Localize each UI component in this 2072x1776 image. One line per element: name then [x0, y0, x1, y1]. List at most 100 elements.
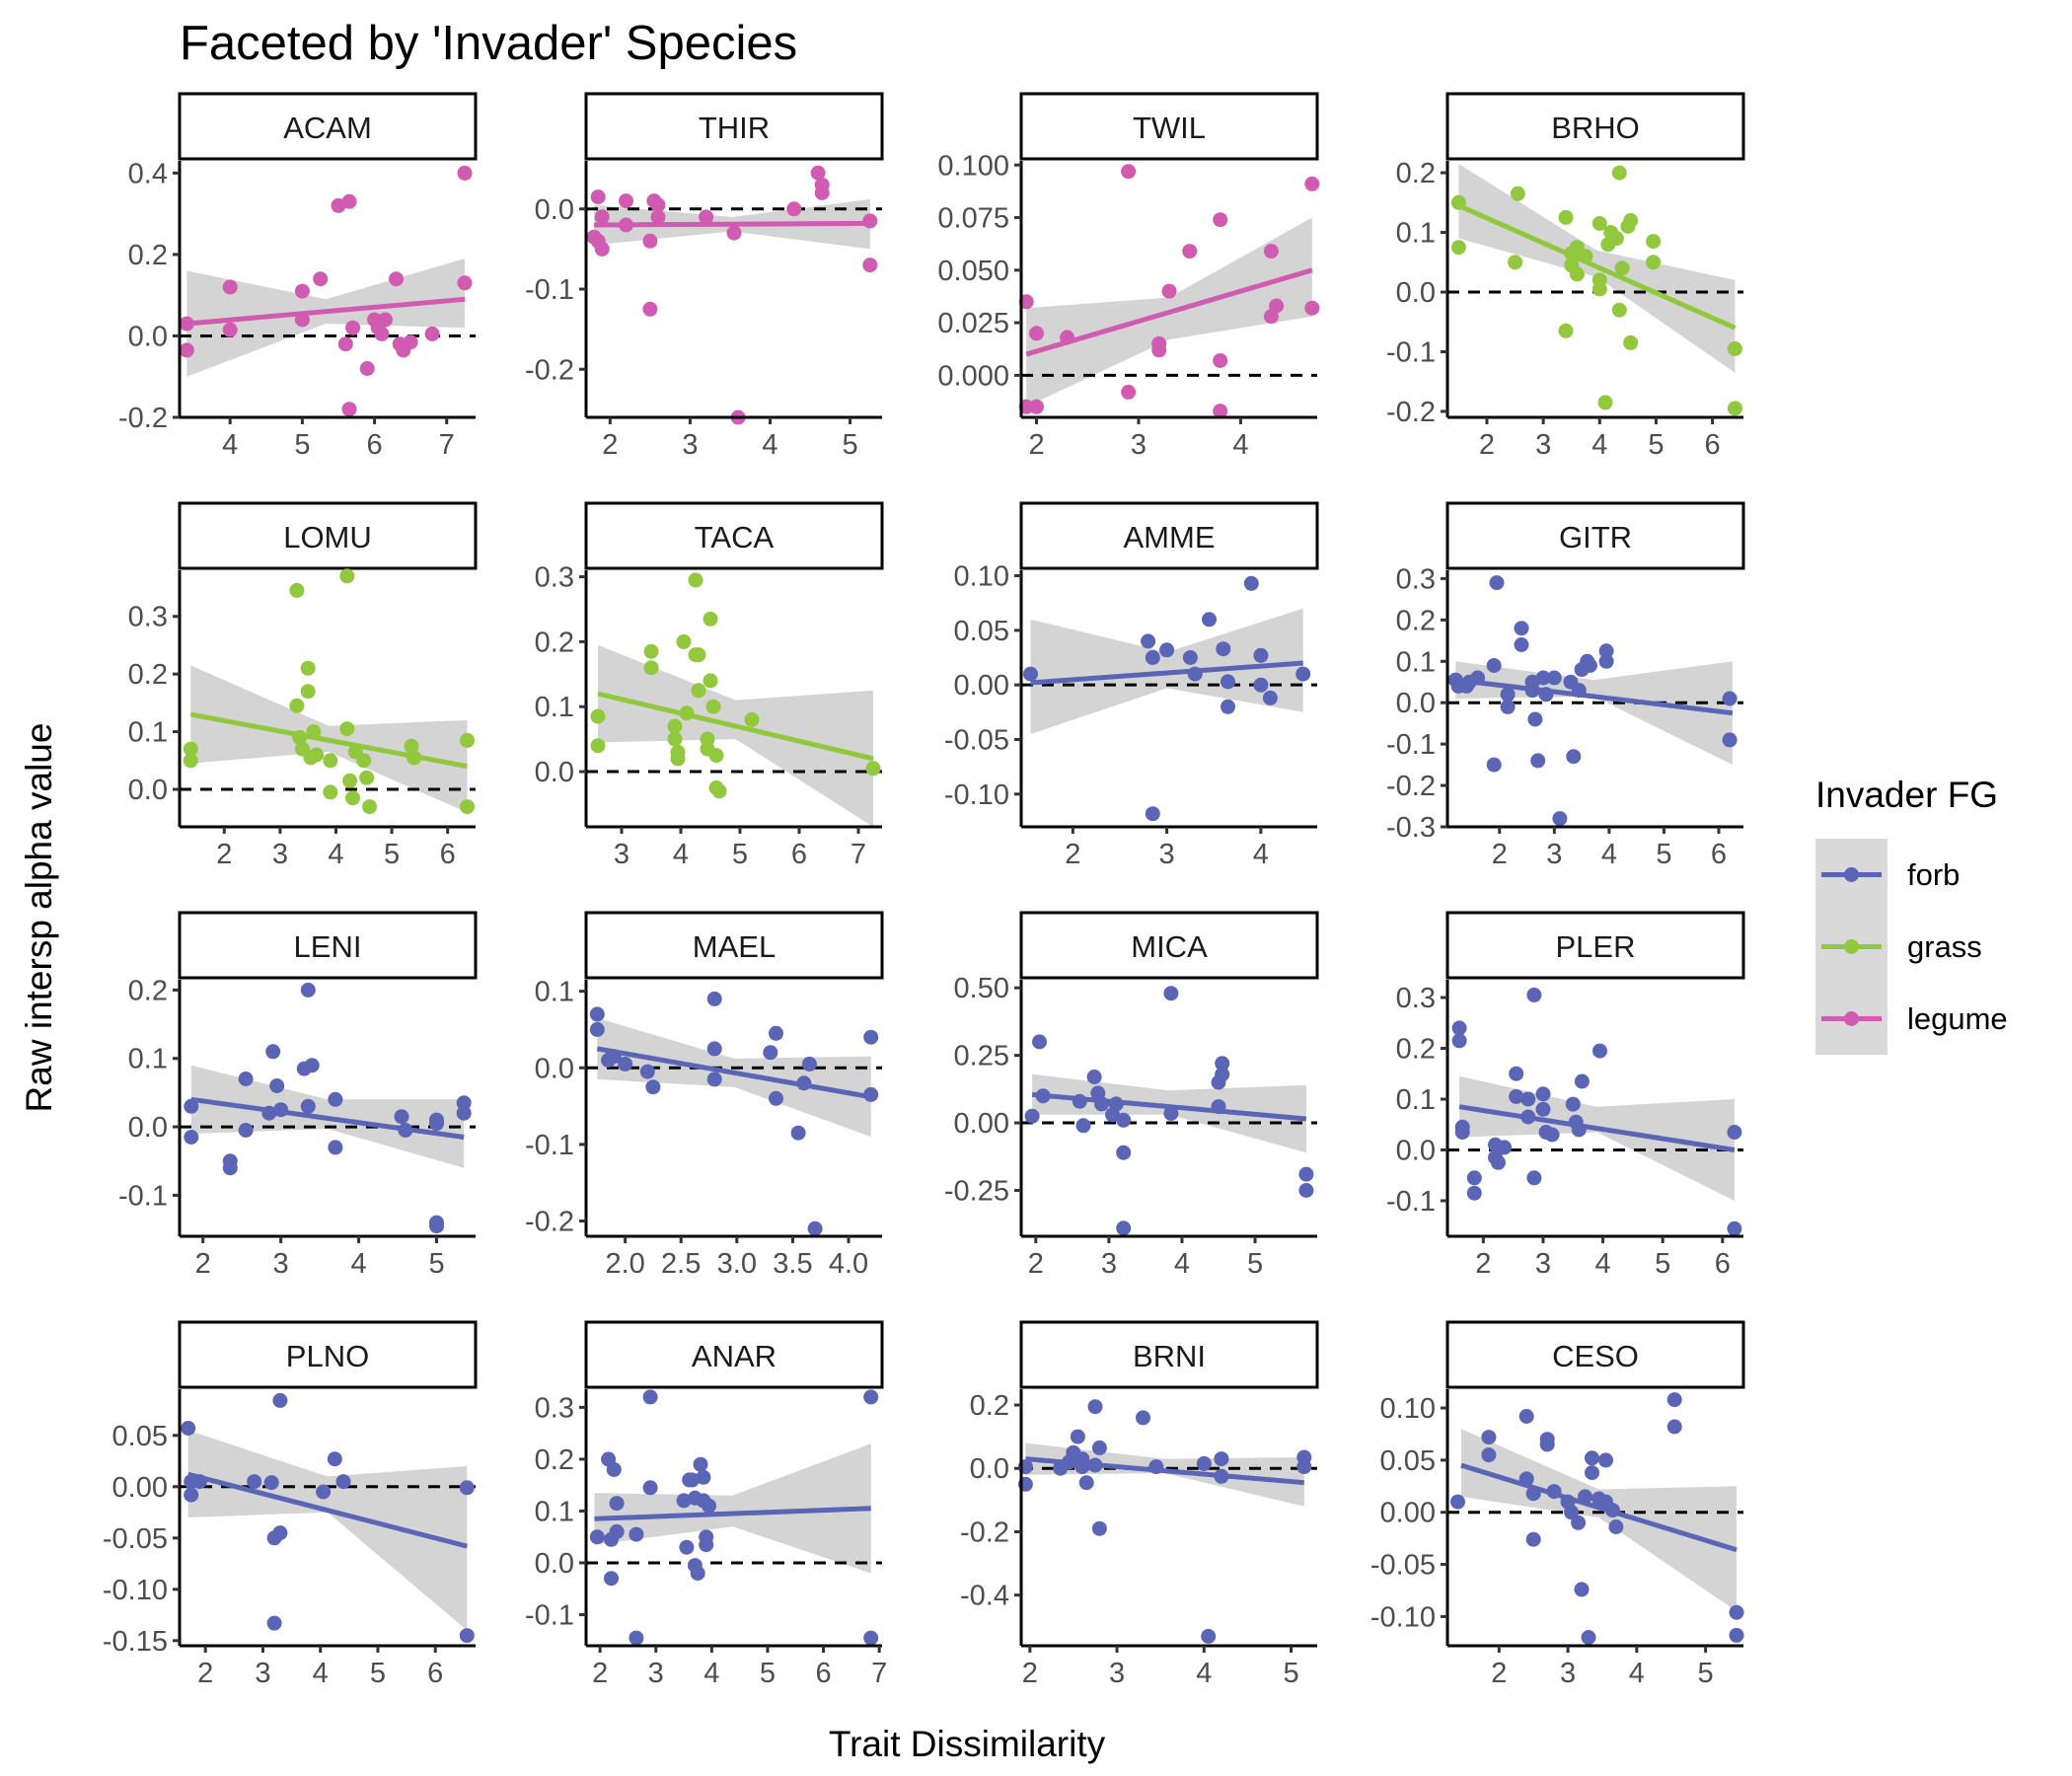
data-point [304, 1058, 320, 1073]
data-point [1591, 272, 1607, 288]
data-point [1591, 216, 1607, 231]
facet-anar: ANAR -0.1 0.0 0.1 0.2 0.3 2 3 4 5 6 7 [525, 1320, 887, 1689]
facet-strip [178, 1320, 478, 1389]
fit-line [1030, 660, 1303, 686]
data-point [460, 799, 475, 815]
facet-strip [1019, 1320, 1319, 1389]
data-point [1454, 1125, 1470, 1140]
data-point [272, 1392, 288, 1408]
legend-point-legume [1844, 1011, 1859, 1026]
y-tick-label: 0.2 [128, 975, 168, 1006]
data-point [642, 1389, 658, 1405]
data-point [609, 1523, 625, 1539]
data-point [1486, 658, 1502, 673]
x-tick-label: 2 [1479, 429, 1495, 461]
facet-strip-label: ANAR [692, 1339, 777, 1373]
data-point [1571, 1515, 1587, 1530]
x-tick-label: 5 [370, 1658, 386, 1689]
data-point [339, 568, 355, 584]
fit-line [1460, 1462, 1738, 1553]
data-point [328, 1140, 343, 1155]
data-point [1091, 1520, 1107, 1536]
y-tick-label: 0.0 [535, 1053, 574, 1084]
data-point [711, 783, 727, 799]
data-point [1525, 1531, 1541, 1547]
data-point [1023, 666, 1038, 682]
data-point [589, 1021, 605, 1037]
facet-amme: AMME -0.10 -0.05 0.00 0.05 0.10 2 3 4 [944, 501, 1319, 870]
y-tick-label: 0.2 [970, 1390, 1009, 1422]
fit-line [1457, 203, 1737, 331]
data-point [1029, 399, 1044, 414]
x-tick-label: 6 [1711, 839, 1727, 870]
facet-strip [178, 911, 478, 980]
data-point [389, 271, 404, 287]
confidence-band [186, 259, 466, 377]
data-point [263, 1475, 279, 1491]
data-point [313, 271, 329, 287]
data-point [1535, 1086, 1551, 1102]
data-point [1611, 165, 1627, 181]
x-tick-label: 2 [195, 1248, 211, 1280]
data-point [1163, 986, 1179, 1001]
data-point [1566, 749, 1582, 765]
facet-strip [584, 92, 884, 161]
data-point [1509, 1088, 1524, 1104]
y-tick-label: 0.1 [1396, 218, 1436, 250]
data-point [1722, 732, 1738, 748]
y-tick-label: 0.050 [937, 256, 1009, 287]
y-tick-label: 0.2 [1396, 158, 1436, 189]
x-tick-label: 4 [1595, 1248, 1611, 1280]
data-point [643, 660, 659, 676]
data-point [1508, 255, 1523, 270]
x-tick-label: 2 [602, 429, 618, 461]
y-tick-label: 0.3 [128, 602, 168, 633]
y-tick-label: 0.2 [128, 240, 168, 271]
y-tick-label: -0.4 [960, 1581, 1009, 1612]
data-point [1574, 1073, 1590, 1089]
data-point [1544, 1127, 1560, 1143]
data-point [688, 572, 703, 588]
data-point [863, 1029, 879, 1045]
y-tick-label: -0.1 [1386, 336, 1436, 368]
fit-line [596, 1046, 872, 1100]
x-tick-label: 3 [1131, 429, 1147, 461]
data-point [1520, 1091, 1536, 1107]
data-point [1565, 1096, 1581, 1112]
x-tick-label: 2 [1028, 429, 1044, 461]
y-tick-label: 0.25 [954, 1041, 1009, 1073]
x-tick-label: 5 [1283, 1658, 1298, 1689]
y-tick-label: 0.000 [937, 360, 1009, 392]
data-point [1450, 240, 1466, 256]
y-tick-label: 0.0 [128, 1112, 168, 1144]
x-tick-label: 3 [273, 1248, 289, 1280]
x-tick-label: 5 [732, 839, 748, 870]
data-point [814, 185, 830, 200]
data-point [1592, 1043, 1607, 1059]
data-point [594, 209, 610, 225]
facet-brni: BRNI -0.4 -0.2 0.0 0.2 2 3 4 5 [960, 1320, 1319, 1689]
facet-strip [178, 92, 478, 161]
data-point [590, 708, 606, 724]
data-point [693, 1456, 708, 1472]
data-point [1608, 1519, 1624, 1534]
x-tick-label: 2 [1475, 1248, 1491, 1280]
y-tick-label: 0.05 [954, 616, 1009, 647]
fit-line [594, 220, 870, 228]
data-point [1087, 1399, 1103, 1415]
data-point [1510, 185, 1525, 201]
x-tick-label: 4 [762, 429, 777, 461]
y-tick-label: -0.10 [103, 1575, 168, 1606]
data-point [1514, 637, 1529, 652]
data-point [403, 334, 418, 350]
data-point [1623, 213, 1639, 228]
x-tick-label: 5 [294, 429, 310, 461]
data-point [645, 1079, 661, 1095]
data-point [1646, 234, 1662, 250]
data-point [589, 1529, 605, 1545]
x-tick-label: 6 [1715, 1248, 1731, 1280]
x-tick-label: 4 [703, 1658, 719, 1689]
data-point [1304, 300, 1320, 316]
y-tick-label: 0.0 [970, 1453, 1009, 1485]
data-point [238, 1072, 254, 1086]
